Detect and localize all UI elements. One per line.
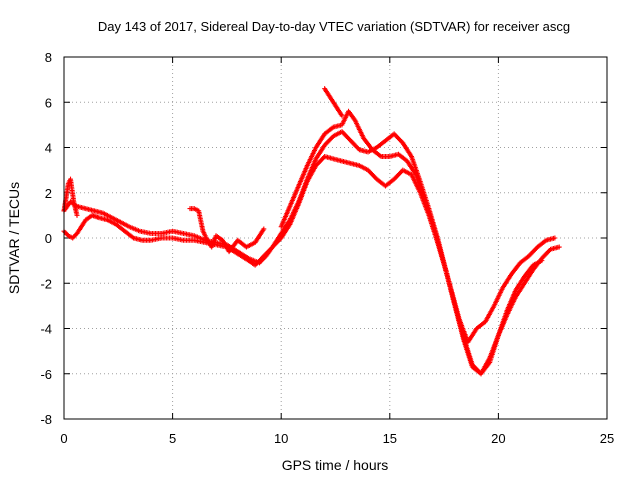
x-tick-label: 10 [274,431,288,446]
y-tick-label: -6 [40,367,52,382]
x-tick-label: 5 [169,431,176,446]
data-points [61,86,562,377]
x-tick-label: 20 [491,431,505,446]
series-track-e [187,206,267,255]
y-tick-label: 6 [45,95,52,110]
data-point-marker [261,226,267,232]
x-tick-label: 25 [600,431,614,446]
tick-labels: 0 5 10 15 20 25 -8 -6 -4 -2 0 2 4 6 8 [40,50,614,446]
x-tick-label: 15 [383,431,397,446]
chart-title: Day 143 of 2017, Sidereal Day-to-day VTE… [98,19,570,34]
data-point-marker [556,244,562,250]
y-tick-label: 8 [45,50,52,65]
y-tick-label: -2 [40,276,52,291]
data-point-marker [339,113,345,119]
y-tick-label: -8 [40,412,52,427]
x-tick-label: 0 [60,431,67,446]
y-tick-label: 4 [45,141,52,156]
y-tick-label: 0 [45,231,52,246]
series-track-f [322,86,345,119]
y-tick-label: 2 [45,186,52,201]
data-point-marker [74,212,80,218]
series-track-b [61,129,562,377]
y-tick-label: -4 [40,322,52,337]
data-point-marker [552,235,558,241]
series-track-c [278,108,558,345]
plot-frame [63,56,608,420]
x-axis-label: GPS time / hours [282,457,389,473]
y-axis-label: SDTVAR / TECUs [6,182,22,294]
